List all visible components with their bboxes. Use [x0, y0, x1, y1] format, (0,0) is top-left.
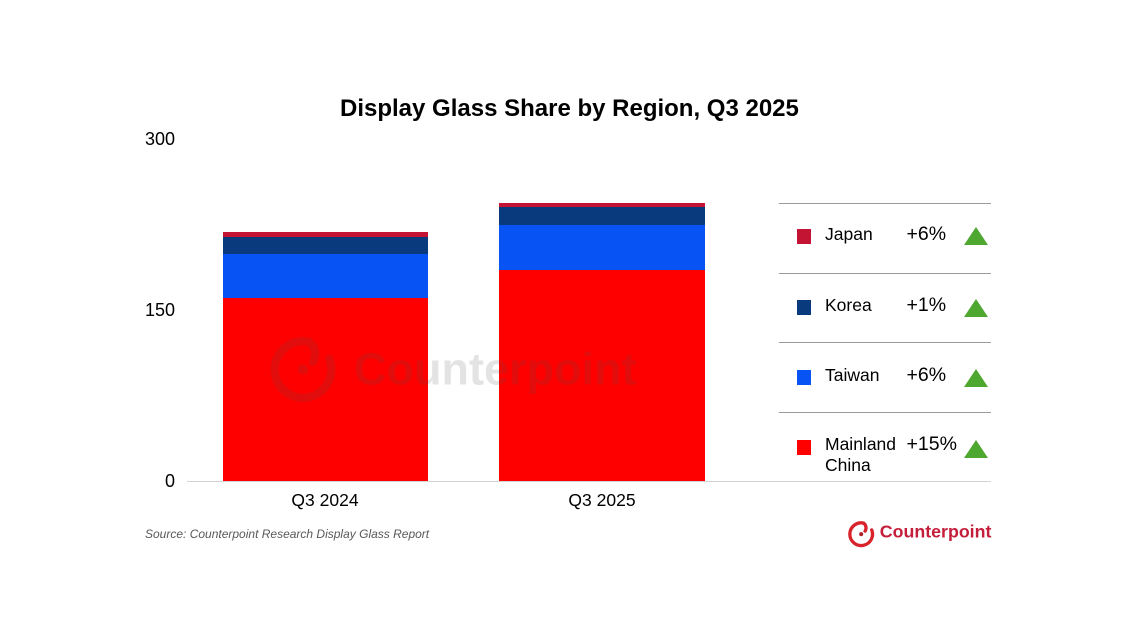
svg-text:Counterpoint: Counterpoint [880, 522, 992, 542]
svg-text:Counterpoint: Counterpoint [354, 344, 636, 395]
